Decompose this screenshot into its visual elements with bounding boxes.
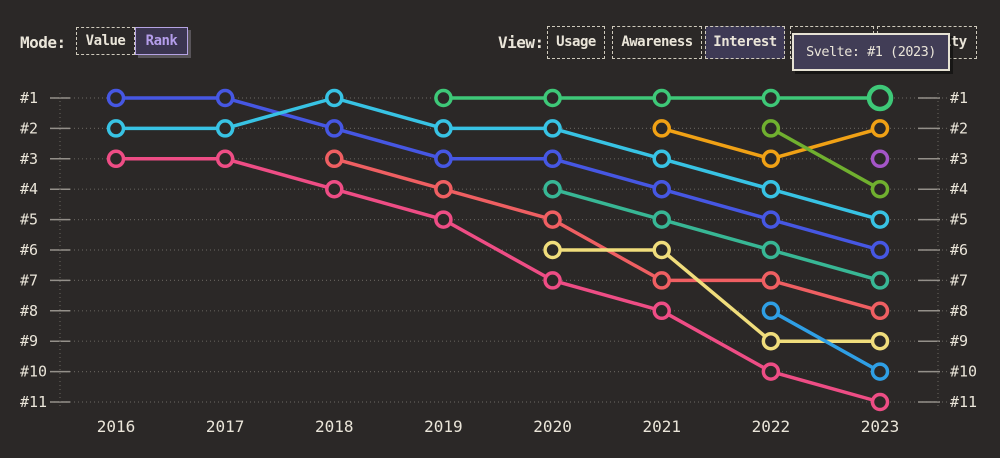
rank-label-right: #5 [950,211,968,229]
data-point[interactable] [870,271,890,290]
rank-label-left: #11 [20,393,47,411]
data-point[interactable] [761,149,781,169]
rank-label-right: #9 [950,332,968,350]
rank-label-right: #11 [950,393,977,411]
data-point[interactable] [761,88,781,108]
data-point[interactable] [870,210,890,229]
mode-value-button[interactable]: Value [76,27,135,55]
data-point[interactable] [761,179,781,199]
data-point[interactable] [761,210,781,229]
rank-label-right: #6 [950,241,968,259]
data-point[interactable] [434,149,453,169]
data-point[interactable] [652,271,671,290]
rank-label-left: #2 [20,119,38,137]
data-point[interactable] [325,179,344,199]
data-point[interactable] [325,119,344,138]
hover-tooltip: Svelte: #1 (2023) [792,33,950,71]
series-line-royal-blue [114,96,882,252]
data-point[interactable] [543,240,562,260]
data-point[interactable] [215,119,235,138]
rank-label-left: #4 [20,180,38,198]
series-line-teal [550,187,882,283]
data-point[interactable] [652,149,671,169]
data-point[interactable] [652,210,671,229]
data-point[interactable] [543,88,562,108]
view-label: View: [498,33,544,52]
data-point[interactable] [434,179,453,199]
rank-label-left: #9 [20,332,38,350]
rank-label-left: #7 [20,271,38,289]
data-point[interactable] [761,331,781,351]
year-label: 2022 [752,417,791,436]
data-point[interactable] [215,149,235,169]
rank-label-right: #7 [950,271,968,289]
data-point[interactable] [543,210,562,229]
year-label: 2018 [315,417,354,436]
series-line-sky [769,309,882,374]
view-interest-button[interactable]: Interest [705,26,785,59]
data-point[interactable] [543,271,562,290]
series-line-coral [332,157,882,313]
view-usage-button[interactable]: Usage [547,26,605,59]
data-point[interactable] [761,271,781,290]
data-point[interactable] [543,149,562,169]
year-label: 2023 [861,417,900,436]
rank-label-left: #6 [20,241,38,259]
year-label: 2021 [642,417,681,436]
data-point[interactable] [543,179,562,199]
data-point[interactable] [434,210,453,229]
data-point[interactable] [870,119,890,138]
data-point[interactable] [652,301,671,321]
rank-label-right: #10 [950,363,977,381]
data-point[interactable] [870,149,890,169]
data-point[interactable] [761,119,781,138]
series-lines [114,96,882,404]
rank-label-left: #1 [20,89,38,107]
data-point[interactable] [434,88,453,108]
rank-label-right: #1 [950,89,968,107]
data-point[interactable] [761,362,781,381]
data-point[interactable] [870,301,890,321]
series-line-lime [769,126,882,191]
rank-label-left: #5 [20,211,38,229]
rank-label-right: #4 [950,180,968,198]
data-point[interactable] [434,119,453,138]
data-point[interactable] [106,88,126,108]
data-point[interactable] [870,179,890,199]
data-point[interactable] [870,331,890,351]
data-point[interactable] [325,149,344,169]
rank-label-left: #8 [20,302,38,320]
mode-label: Mode: [20,33,66,52]
year-label: 2020 [533,417,572,436]
rank-label-right: #3 [950,150,968,168]
mode-rank-button[interactable]: Rank [135,27,188,55]
data-point[interactable] [652,179,671,199]
data-point[interactable] [761,240,781,260]
data-point[interactable] [215,88,235,108]
data-points [106,84,894,412]
data-point[interactable] [652,88,671,108]
view-awareness-button[interactable]: Awareness [612,26,702,59]
rank-label-left: #10 [20,363,47,381]
data-point[interactable] [106,149,126,169]
year-label: 2016 [97,417,136,436]
data-point[interactable] [106,119,126,138]
data-point[interactable] [761,301,781,321]
data-point[interactable] [870,240,890,260]
rank-label-left: #3 [20,150,38,168]
data-point[interactable] [652,240,671,260]
data-point[interactable] [870,362,890,381]
data-point[interactable] [652,119,671,138]
series-line-pink [114,157,882,404]
year-label: 2019 [424,417,463,436]
data-point[interactable] [543,119,562,138]
year-label: 2017 [206,417,245,436]
rank-label-right: #2 [950,119,968,137]
data-point[interactable] [870,392,890,412]
data-point[interactable] [325,88,344,108]
highlighted-data-point[interactable] [866,84,894,112]
series-line-cyan [114,96,882,222]
rank-label-right: #8 [950,302,968,320]
